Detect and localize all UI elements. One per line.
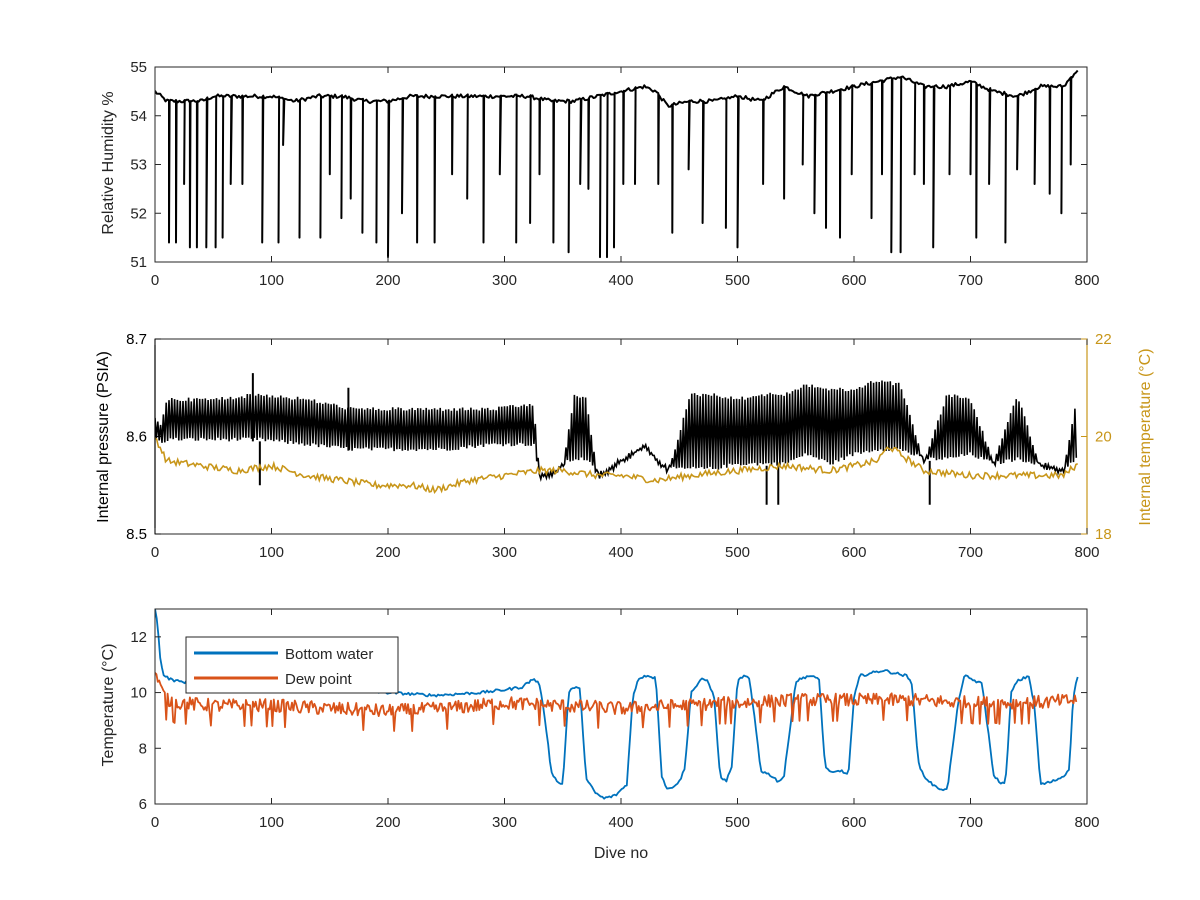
y-tick-label: 8.7 (126, 331, 147, 348)
x-tick-label: 100 (259, 544, 284, 561)
y-axis-label-pressure: Internal pressure (PSIA) (95, 351, 112, 523)
x-tick-label: 600 (841, 814, 866, 831)
x-tick-label: 0 (151, 272, 159, 289)
humidity-plot: 0 100 200 300 400 500 600 700 800 51 52 53 54 55 (130, 59, 1099, 289)
series-line-humidity (155, 69, 1079, 259)
x-tick-label: 0 (151, 544, 159, 561)
y-tick-label: 52 (130, 205, 147, 222)
x-tick-label: 200 (375, 814, 400, 831)
x-tick-label: 500 (725, 814, 750, 831)
x-tick-label: 400 (608, 544, 633, 561)
y-axis-label-humidity: Relative Humidity % (100, 91, 117, 234)
x-tick-label: 800 (1074, 814, 1099, 831)
x-tick-label: 500 (725, 544, 750, 561)
x-tick-label: 100 (259, 814, 284, 831)
y-tick-label: 8 (139, 740, 147, 757)
x-tick-label: 100 (259, 272, 284, 289)
legend-label-bottom-water: Bottom water (285, 646, 373, 663)
pressure-plot-area (155, 373, 1078, 505)
x-tick-label: 200 (375, 272, 400, 289)
x-tick-label: 500 (725, 272, 750, 289)
humidity-axes-frame (154, 66, 1088, 263)
y-right-tick-label: 18 (1095, 526, 1112, 543)
x-tick-label: 700 (958, 814, 983, 831)
legend-box (185, 636, 399, 694)
x-tick-label: 300 (492, 272, 517, 289)
x-tick-label: 200 (375, 544, 400, 561)
x-tick-label: 400 (608, 814, 633, 831)
x-tick-label: 600 (841, 544, 866, 561)
y-tick-label: 10 (130, 685, 147, 702)
y-tick-label: 8.6 (126, 429, 147, 446)
pressure-temperature-plot: 0 100 200 300 400 500 600 700 800 8.5 8.6 8.7 18 20 22 (126, 331, 1112, 561)
y-right-tick-label: 22 (1095, 331, 1112, 348)
legend: Bottom water Dew point (185, 636, 399, 694)
humidity-plot-area (155, 69, 1079, 259)
y-tick-label: 6 (139, 796, 147, 813)
temperature-plot: 0 100 200 300 400 500 600 700 800 6 8 10 12 (130, 608, 1100, 831)
x-tick-label: 300 (492, 814, 517, 831)
x-axis-label-dive-no: Dive no (594, 845, 648, 862)
x-tick-label: 400 (608, 272, 633, 289)
y-tick-label: 53 (130, 157, 147, 174)
x-tick-label: 300 (492, 544, 517, 561)
y-tick-label: 55 (130, 59, 147, 76)
series-line-dew-point (155, 672, 1078, 732)
y-axis-label-temperature: Temperature (°C) (100, 644, 117, 767)
x-tick-label: 0 (151, 814, 159, 831)
y-tick-label: 8.5 (126, 526, 147, 543)
legend-label-dew-point: Dew point (285, 671, 353, 688)
x-tick-label: 700 (958, 544, 983, 561)
y-tick-label: 51 (130, 254, 147, 271)
series-line-internal-pressure (155, 380, 1078, 482)
y-axis-label-internal-temperature: Internal temperature (°C) (1137, 348, 1154, 525)
x-tick-label: 700 (958, 272, 983, 289)
x-tick-label: 800 (1074, 544, 1099, 561)
y-right-tick-label: 20 (1095, 429, 1112, 446)
y-tick-label: 54 (130, 108, 147, 125)
series-line-internal-temperature (155, 437, 1078, 494)
x-tick-label: 600 (841, 272, 866, 289)
x-tick-label: 800 (1074, 272, 1099, 289)
y-tick-label: 12 (130, 629, 147, 646)
